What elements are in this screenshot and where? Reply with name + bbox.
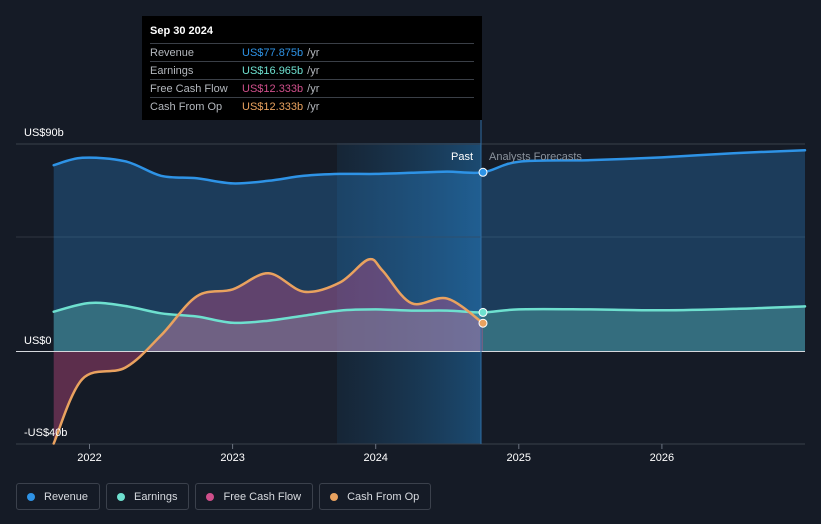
revenue-dot-icon bbox=[27, 492, 35, 501]
tooltip-row-earnings: Earnings US$16.965b /yr bbox=[150, 61, 474, 79]
tooltip: Sep 30 2024 Revenue US$77.875b /yr Earni… bbox=[142, 16, 482, 120]
tooltip-label: Earnings bbox=[150, 64, 194, 77]
legend-label: Revenue bbox=[44, 490, 89, 503]
x-tick-label: 2023 bbox=[220, 452, 244, 464]
tooltip-value: US$77.875b bbox=[242, 46, 304, 59]
legend-item-revenue[interactable]: Revenue bbox=[16, 483, 101, 510]
past-shade bbox=[337, 143, 481, 444]
x-tick-label: 2024 bbox=[363, 452, 387, 464]
legend-label: Earnings bbox=[134, 490, 178, 503]
tooltip-unit: /yr bbox=[307, 100, 320, 113]
legend: Revenue Earnings Free Cash Flow Cash Fro… bbox=[16, 483, 432, 510]
legend-label: Cash From Op bbox=[347, 490, 420, 503]
x-tick-label: 2026 bbox=[650, 452, 674, 464]
tooltip-unit: /yr bbox=[307, 82, 320, 95]
revenue-area bbox=[53, 150, 805, 352]
earnings-line bbox=[52, 301, 807, 325]
legend-item-free-cash-flow[interactable]: Free Cash Flow bbox=[195, 483, 314, 510]
x-tick-label: 2025 bbox=[507, 452, 531, 464]
legend-label: Free Cash Flow bbox=[223, 490, 302, 503]
earnings-area bbox=[53, 302, 805, 352]
tooltip-date: Sep 30 2024 bbox=[150, 25, 213, 37]
tooltip-row-cash-from-op: Cash From Op US$12.333b /yr bbox=[150, 97, 474, 115]
y-tick-label: US$0 bbox=[24, 335, 52, 347]
tooltip-unit: /yr bbox=[307, 46, 320, 59]
tooltip-value: US$16.965b bbox=[242, 64, 304, 77]
tooltip-label: Cash From Op bbox=[150, 100, 223, 113]
x-tick-label: 2022 bbox=[77, 452, 101, 464]
tooltip-row-revenue: Revenue US$77.875b /yr bbox=[150, 43, 474, 61]
revenue-line bbox=[52, 149, 807, 185]
tooltip-value: US$12.333b bbox=[242, 100, 304, 113]
cash-from-op-line bbox=[52, 257, 485, 445]
cash-from-op-dot-icon bbox=[330, 492, 339, 501]
tooltip-unit: /yr bbox=[307, 64, 320, 77]
tooltip-label: Free Cash Flow bbox=[150, 82, 228, 95]
forecast-label: Analysts Forecasts bbox=[489, 151, 582, 163]
tooltip-label: Revenue bbox=[150, 46, 195, 59]
earnings-marker bbox=[478, 307, 488, 317]
tooltip-value: US$12.333b bbox=[242, 82, 304, 95]
y-tick-label: -US$40b bbox=[24, 427, 67, 439]
past-label: Past bbox=[451, 151, 473, 163]
earnings-dot-icon bbox=[117, 492, 126, 501]
cash-from-op-marker bbox=[478, 318, 488, 328]
legend-item-cash-from-op[interactable]: Cash From Op bbox=[319, 483, 432, 510]
revenue-marker bbox=[478, 167, 488, 177]
legend-item-earnings[interactable]: Earnings bbox=[106, 483, 190, 510]
y-tick-label: US$90b bbox=[24, 127, 64, 139]
tooltip-row-free-cash-flow: Free Cash Flow US$12.333b /yr bbox=[150, 79, 474, 97]
free-cash-flow-dot-icon bbox=[206, 492, 215, 501]
